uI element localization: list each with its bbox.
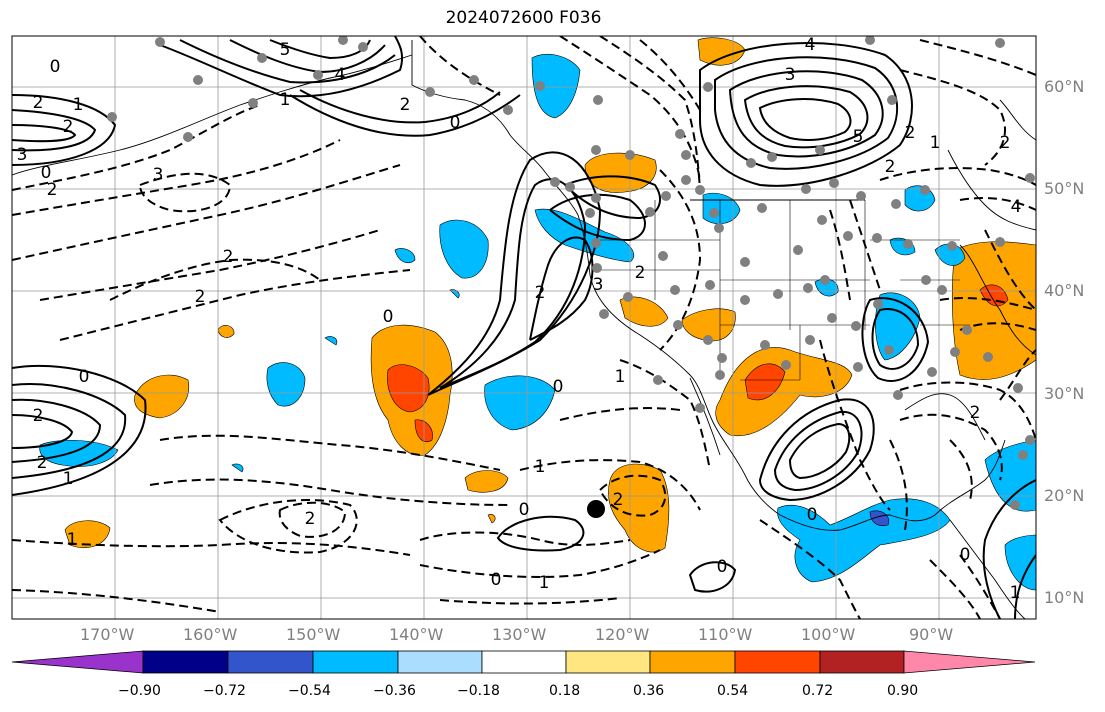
colorbar-tick-label: −0.90: [118, 683, 161, 699]
colorbar-tick-label: −0.54: [288, 683, 331, 699]
contour-label: 1: [280, 90, 291, 110]
tropical-system-marker: [587, 500, 605, 518]
contour-label: 1: [535, 457, 546, 477]
contour-label: 2: [635, 263, 646, 283]
contour-label: 5: [853, 127, 864, 147]
contour-label: 2: [195, 287, 206, 307]
contour-labels: 5 4 2 1 0 1 2 3 2 2 0 2 3 5 4 2 1 3 2 4 …: [17, 35, 1022, 603]
colorbar-bin: [481, 650, 567, 674]
latitude-label: 30°N: [1044, 384, 1085, 403]
contour-label: 2: [223, 247, 234, 267]
longitude-label: 150°W: [286, 625, 341, 644]
colorbar-bin: [819, 650, 905, 674]
contour-label: 1: [73, 95, 84, 115]
contour-label: 2: [47, 180, 58, 200]
contour-label: 2: [885, 157, 896, 177]
colorbar-bin: [397, 650, 483, 674]
contour-label: 2: [400, 95, 411, 115]
colorbar-tick-label: −0.72: [203, 683, 246, 699]
contour-label: 0: [960, 545, 971, 565]
colorbar-bin: [649, 650, 736, 674]
contour-label: 0: [717, 557, 728, 577]
longitude-label: 100°W: [801, 625, 856, 644]
longitude-label: 90°W: [909, 625, 954, 644]
colorbar-bin: [734, 650, 821, 674]
colorbar-tick-label: 0.18: [549, 683, 581, 699]
longitude-label: 110°W: [698, 625, 753, 644]
contour-label: 4: [805, 35, 816, 55]
contour-label: 2: [37, 453, 48, 473]
longitude-label: 160°W: [183, 625, 238, 644]
map-title: 2024072600 F036: [445, 8, 602, 28]
contour-label: 2: [63, 117, 74, 137]
colorbar-tick-label: 0.90: [887, 683, 919, 699]
contour-label: 3: [153, 165, 164, 185]
contour-label: 3: [593, 275, 604, 295]
latitude-label: 40°N: [1044, 281, 1085, 300]
longitude-label: 130°W: [492, 625, 547, 644]
contour-label: 0: [450, 113, 461, 133]
contour-label: 5: [280, 40, 291, 60]
latitude-label: 10°N: [1044, 588, 1085, 607]
contour-label: 1: [615, 367, 626, 387]
state-borders: [600, 200, 970, 381]
contour-label: 4: [1011, 197, 1022, 217]
map-frame: [11, 35, 1037, 620]
contour-label: 0: [553, 377, 564, 397]
contour-label: 1: [67, 530, 78, 550]
colorbar-high-extension: [903, 650, 1036, 674]
contour-label: 2: [33, 406, 44, 426]
colorbar-low-extension: [11, 650, 144, 674]
dashed-contours: [12, 36, 1036, 619]
contour-label: 2: [905, 123, 916, 143]
contour-label: 0: [383, 307, 394, 327]
longitude-label: 170°W: [80, 625, 135, 644]
contour-label: 1: [63, 469, 74, 489]
colorbar-tick-label: 0.36: [633, 683, 665, 699]
contour-label: 4: [335, 65, 346, 85]
gridlines: [12, 36, 1036, 619]
latitude-label: 20°N: [1044, 486, 1085, 505]
contour-label: 1: [539, 573, 550, 593]
contour-label: 2: [535, 283, 546, 303]
contour-label: 1: [930, 133, 941, 153]
contour-label: 0: [519, 500, 530, 520]
contour-label: 0: [41, 163, 52, 183]
solid-contours: [12, 36, 1036, 619]
colorbar-tick-label: 0.54: [717, 683, 749, 699]
contour-label: 0: [50, 57, 61, 77]
contour-label: 0: [807, 505, 818, 525]
colorbar: [11, 650, 1036, 674]
colorbar-tick-label: 0.72: [802, 683, 834, 699]
contour-label: 2: [305, 509, 316, 529]
station-markers: [107, 36, 1035, 510]
shaded-positive-areas: [64, 37, 1036, 553]
contour-label: 1: [1010, 583, 1021, 603]
colorbar-bin: [227, 650, 314, 674]
colorbar-bin: [142, 650, 229, 674]
latitude-label: 60°N: [1044, 77, 1085, 96]
contour-label: 0: [491, 570, 502, 590]
contour-label: 2: [33, 93, 44, 113]
contour-label: 2: [970, 403, 981, 423]
colorbar-bin: [565, 650, 651, 674]
coastlines: [12, 40, 1036, 619]
contour-label: 0: [79, 367, 90, 387]
colorbar-tick-label: −0.18: [457, 683, 500, 699]
contour-label: 3: [785, 65, 796, 85]
latitude-label: 50°N: [1044, 179, 1085, 198]
contour-label: 2: [1000, 133, 1011, 153]
longitude-label: 140°W: [389, 625, 444, 644]
contour-label: 2: [613, 490, 624, 510]
colorbar-tick-label: −0.36: [373, 683, 416, 699]
colorbar-bin: [312, 650, 399, 674]
longitude-label: 120°W: [595, 625, 650, 644]
contour-label: 3: [17, 145, 28, 165]
